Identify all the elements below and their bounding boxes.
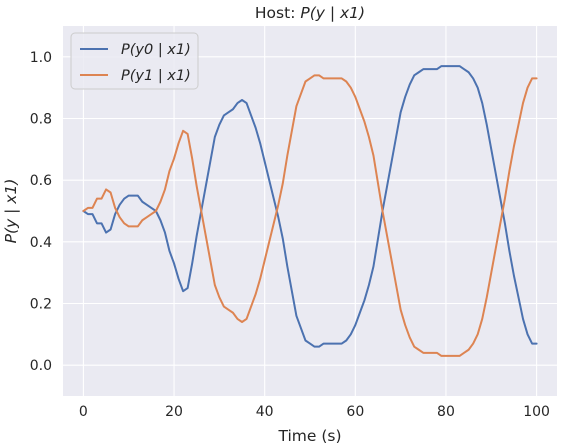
y-axis-label: P(y | x1): [2, 179, 20, 244]
x-tick-label: 80: [437, 404, 455, 420]
y-tick-label: 1.0: [30, 50, 52, 66]
grid: [63, 26, 557, 396]
legend-label-y0: P(y0 | x1): [121, 42, 191, 58]
series-line-y0: [82, 65, 538, 348]
y-tick-label: 0.4: [30, 235, 52, 251]
legend-label-y1: P(y1 | x1): [121, 68, 191, 84]
x-tick-label: 40: [256, 404, 274, 420]
series-line-y1: [82, 74, 538, 357]
y-tick-label: 0.6: [30, 173, 52, 189]
y-tick-label: 0.2: [30, 297, 52, 313]
chart-title: Host: P(y | x1): [255, 4, 365, 22]
legend: P(y0 | x1) P(y1 | x1): [70, 32, 199, 90]
x-tick-label: 100: [523, 404, 550, 420]
series-lines: [82, 65, 538, 357]
x-tick-label: 20: [165, 404, 183, 420]
tick-labels: 0 20 40 60 80 100 0.0 0.2 0.4 0.6 0.8 1.0: [30, 50, 550, 420]
y-tick-label: 0.8: [30, 112, 52, 128]
y-tick-label: 0.0: [30, 358, 52, 374]
x-axis-label: Time (s): [277, 427, 341, 445]
x-tick-label: 60: [346, 404, 364, 420]
x-tick-label: 0: [79, 404, 88, 420]
